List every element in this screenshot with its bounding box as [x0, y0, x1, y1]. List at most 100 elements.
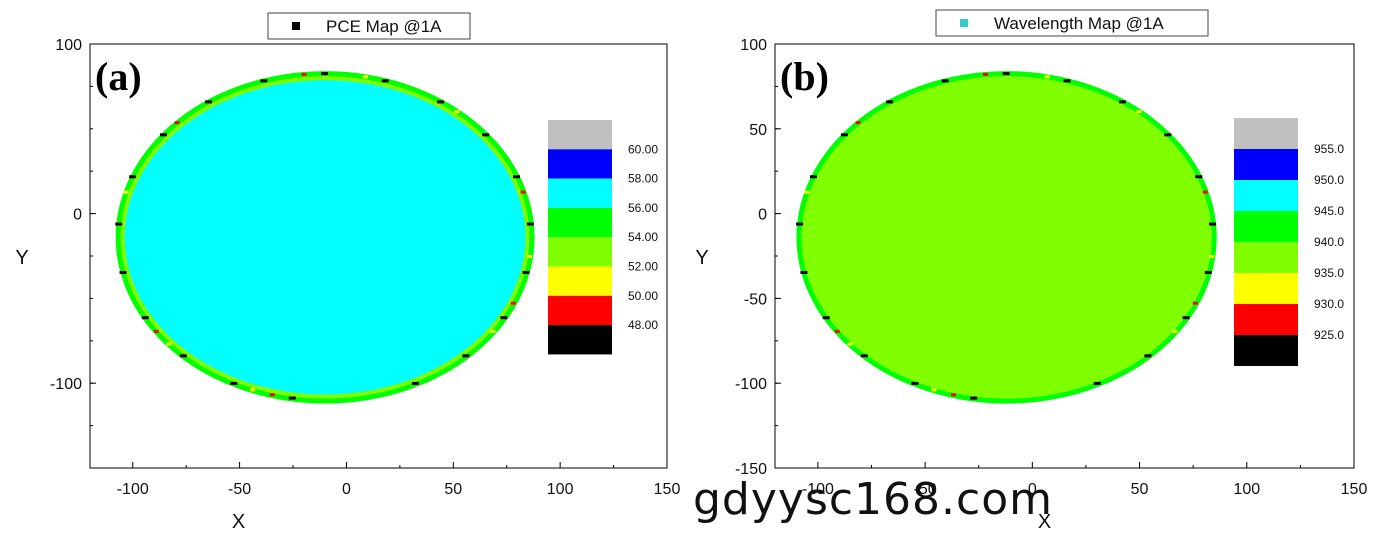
- x-tick-label: 0: [1028, 481, 1037, 498]
- edge-defect: [230, 381, 238, 385]
- x-tick-label: 50: [1131, 481, 1149, 498]
- edge-defect: [834, 329, 840, 333]
- colorscale-swatch: [548, 178, 612, 208]
- legend-box: [935, 9, 1209, 37]
- colorscale-swatch: [548, 266, 612, 296]
- colorscale-swatch: [1234, 304, 1298, 335]
- colorscale-swatch: [1234, 273, 1298, 304]
- colorscale-swatch: [548, 237, 612, 267]
- colorscale-label: 60.00: [628, 142, 658, 156]
- edge-defect: [526, 222, 534, 226]
- edge-defect: [454, 110, 460, 114]
- legend-swatch: [292, 22, 300, 30]
- wafer-map: [796, 71, 1217, 404]
- edge-defect: [510, 301, 516, 305]
- colorscale-label: 925.0: [1314, 328, 1344, 342]
- pce-map-panel: -100 -50 0 50 100 150 100 0 -100 X Y (a) PCE Map @1A…: [0, 0, 690, 544]
- colorscale-swatch: [548, 207, 612, 238]
- colorscale-label: 56.00: [628, 201, 658, 215]
- edge-defect: [1136, 110, 1142, 114]
- colorscale-label: 52.00: [628, 260, 658, 274]
- x-tick-label: 100: [547, 481, 574, 498]
- edge-defect: [411, 381, 419, 385]
- edge-defect: [800, 270, 808, 274]
- colorscale-label: 930.0: [1314, 297, 1344, 311]
- colorscale-swatch: [548, 295, 612, 326]
- legend-box: [267, 12, 471, 40]
- edge-defect: [513, 175, 521, 179]
- pce-map-chart: -100 -50 0 50 100 150 100 0 -100 X Y (a) PCE Map @1A…: [15, 12, 681, 533]
- x-tick-label: 150: [1341, 481, 1368, 498]
- legend-text: PCE Map @1A: [326, 17, 442, 36]
- y-tick-label: 0: [73, 207, 82, 224]
- edge-defect: [951, 393, 957, 397]
- colorscale-label: 950.0: [1314, 173, 1344, 187]
- wafer-body: [805, 80, 1208, 395]
- x-tick-label: 150: [654, 481, 681, 498]
- wavelength-map-panel: -100 -50 0 50 100 150 100 50 0 -50 -100 -150 X Y (b) Wa…: [690, 0, 1383, 544]
- colorscale-swatch: [1234, 180, 1298, 211]
- colorscale-label: 58.00: [628, 172, 658, 186]
- x-tick-label: -100: [802, 481, 834, 498]
- edge-defect: [911, 381, 919, 385]
- y-tick-label: 100: [740, 37, 767, 54]
- colorscale-swatch: [548, 325, 612, 355]
- edge-defect: [288, 396, 296, 400]
- edge-defect: [159, 133, 167, 137]
- edge-defect: [1172, 329, 1178, 333]
- y-axis-title: Y: [695, 247, 708, 269]
- edge-defect: [490, 329, 496, 333]
- x-tick-label: -50: [914, 481, 937, 498]
- edge-defect: [1202, 190, 1208, 194]
- colorscale-swatch: [548, 120, 612, 150]
- edge-defect: [301, 72, 307, 76]
- edge-defect: [1204, 270, 1212, 274]
- y-tick-label: 0: [758, 207, 767, 224]
- edge-defect: [520, 190, 526, 194]
- colorscale-label: 945.0: [1314, 204, 1344, 218]
- colorscale-label: 940.0: [1314, 235, 1344, 249]
- colorscale-swatch: [1234, 211, 1298, 242]
- x-tick-label: 50: [444, 481, 462, 498]
- edge-defect: [362, 75, 368, 79]
- edge-defect: [886, 100, 894, 104]
- edge-defect: [321, 72, 329, 76]
- edge-defect: [482, 133, 490, 137]
- edge-defect: [1119, 100, 1127, 104]
- colorscale-swatch: [1234, 335, 1298, 366]
- edge-defect: [205, 100, 213, 104]
- y-tick-label: -100: [735, 376, 767, 393]
- edge-defect: [119, 270, 127, 274]
- edge-defect: [269, 393, 275, 397]
- panel-label: (b): [780, 54, 829, 99]
- colorscale-swatch: [1234, 242, 1298, 273]
- colorscale-swatch: [1234, 149, 1298, 180]
- edge-defect: [1192, 301, 1198, 305]
- y-tick-label: 50: [749, 122, 767, 139]
- edge-defect: [1164, 133, 1172, 137]
- colorscale-label: 955.0: [1314, 142, 1344, 156]
- edge-defect: [166, 342, 172, 346]
- edge-defect: [1044, 75, 1050, 79]
- edge-defect: [804, 190, 810, 194]
- colorscale-label: 54.00: [628, 230, 658, 244]
- edge-defect: [822, 316, 830, 320]
- edge-defect: [153, 329, 159, 333]
- edge-defect: [855, 121, 861, 125]
- panel-label: (a): [95, 54, 142, 99]
- edge-defect: [809, 175, 817, 179]
- edge-defect: [1002, 72, 1010, 76]
- x-axis-title: X: [232, 511, 245, 533]
- y-tick-label: -150: [735, 461, 767, 478]
- edge-defect: [141, 316, 149, 320]
- edge-defect: [437, 100, 445, 104]
- y-axis-title: Y: [15, 247, 28, 269]
- legend-swatch: [960, 19, 968, 27]
- wafer-body: [124, 80, 526, 395]
- edge-defect: [1209, 222, 1217, 226]
- edge-defect: [123, 190, 129, 194]
- edge-defect: [860, 354, 868, 358]
- edge-defect: [941, 79, 949, 83]
- edge-defect: [381, 79, 389, 83]
- colorscale-swatch: [548, 149, 612, 179]
